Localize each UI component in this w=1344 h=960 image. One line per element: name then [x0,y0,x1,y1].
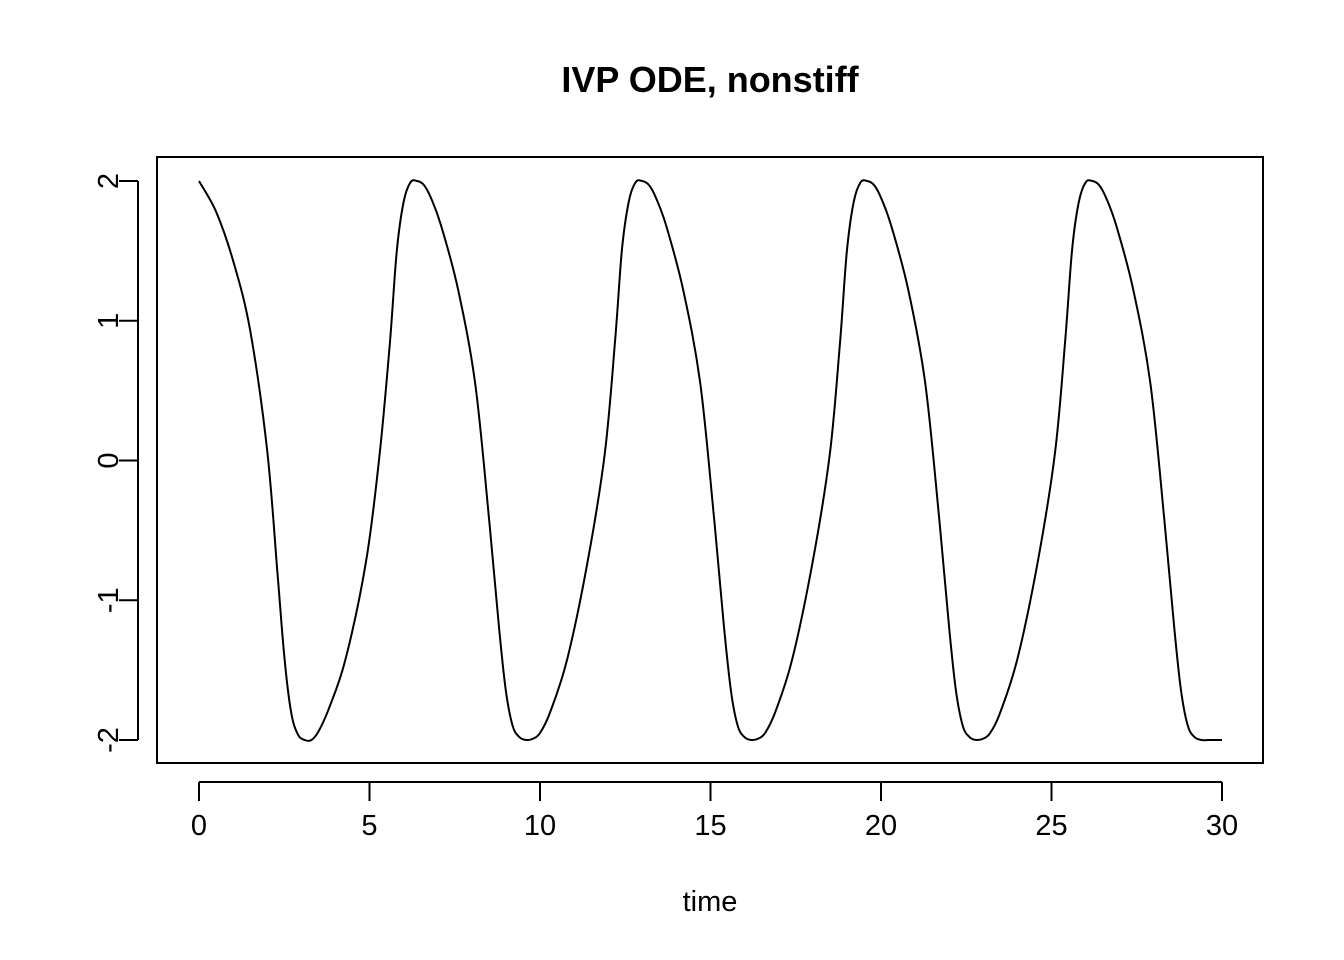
y-tick-label: 2 [93,173,125,189]
x-axis-label: time [683,886,738,918]
y-tick-label: 0 [93,452,125,468]
series-layer [198,179,1222,742]
x-tick-label: 10 [524,810,556,842]
x-tick-label: 0 [191,810,207,842]
series-line-0 [198,179,1222,742]
y-axis: -2 -1 0 1 2 [93,173,139,753]
x-tick-label: 5 [361,810,377,842]
x-axis: 0 5 10 15 20 25 30 [191,781,1238,842]
x-tick-label: 20 [865,810,897,842]
y-tick-label: -1 [93,587,125,613]
x-tick-label: 15 [694,810,726,842]
y-tick-label: -2 [93,727,125,753]
y-tick-label: 1 [93,313,125,329]
chart-title: IVP ODE, nonstiff [561,59,859,100]
x-tick-label: 30 [1206,810,1238,842]
x-tick-label: 25 [1035,810,1067,842]
plot-area-frame [156,156,1264,764]
